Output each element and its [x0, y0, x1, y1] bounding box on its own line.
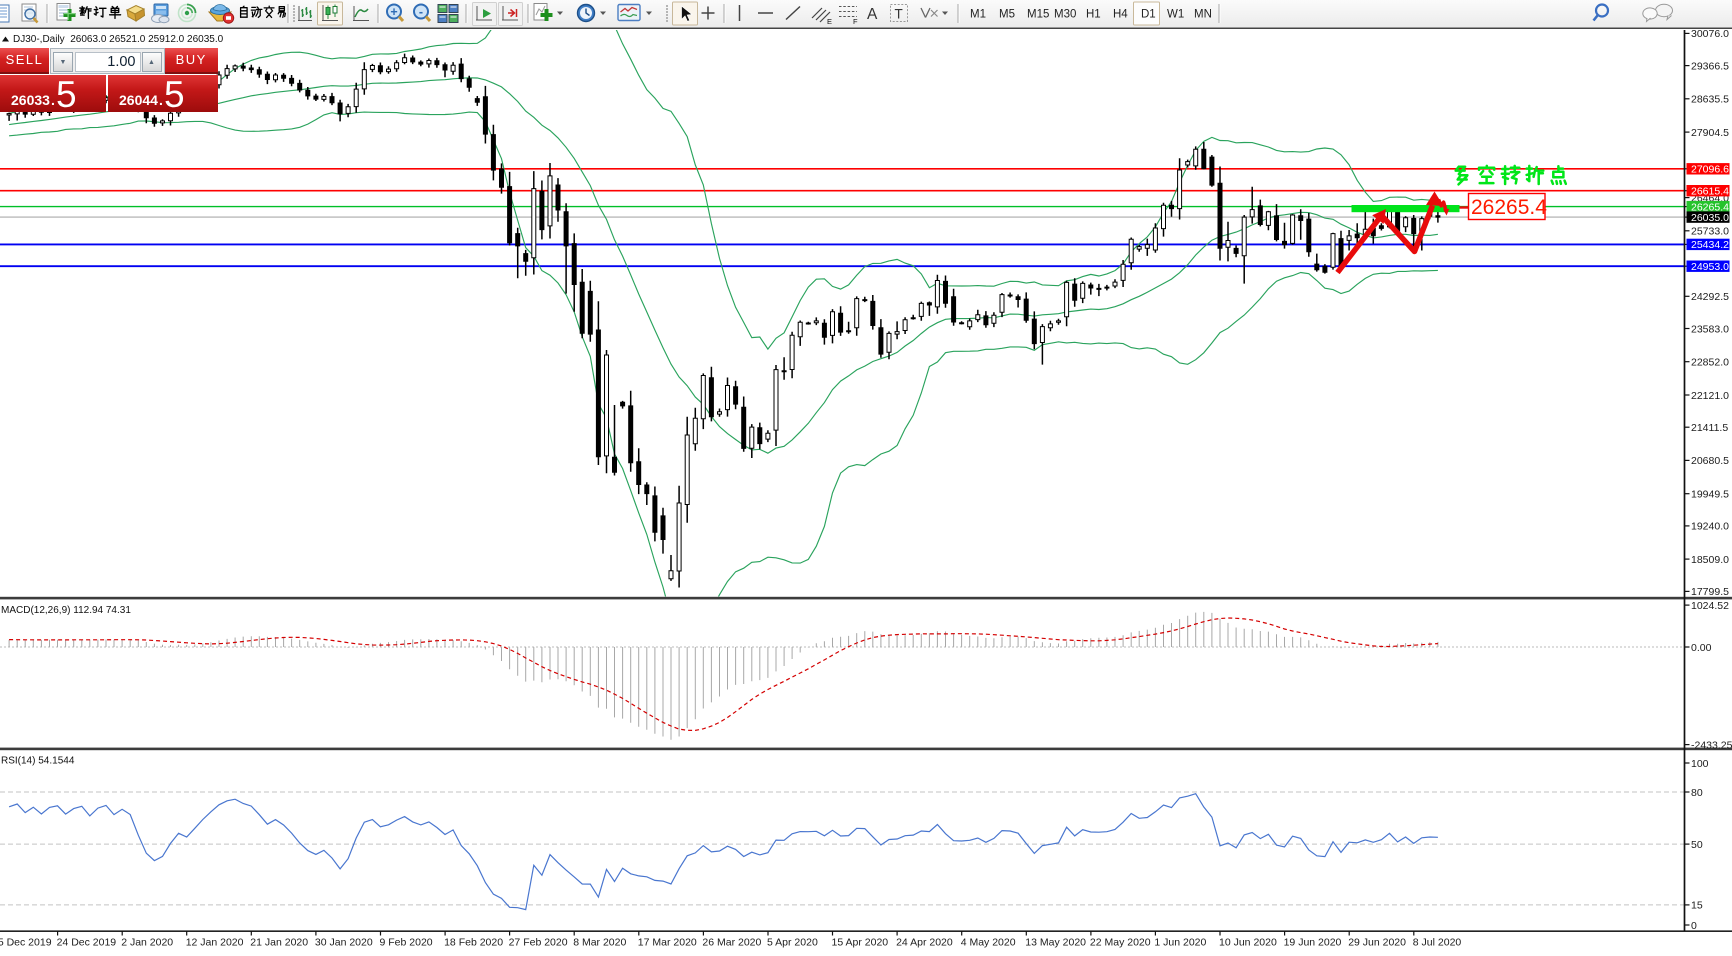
svg-text:2 Jan 2020: 2 Jan 2020	[121, 937, 173, 949]
svg-text:50: 50	[1691, 839, 1703, 851]
svg-text:-: -	[419, 5, 423, 19]
svg-text:21 Jan 2020: 21 Jan 2020	[250, 937, 308, 949]
svg-text:23583.0: 23583.0	[1691, 323, 1729, 335]
svg-text:MN: MN	[1194, 9, 1212, 21]
svg-text:27904.5: 27904.5	[1691, 127, 1729, 139]
svg-text:26035.0: 26035.0	[1691, 212, 1729, 224]
svg-text:9 Feb 2020: 9 Feb 2020	[380, 937, 433, 949]
svg-text:+: +	[390, 5, 397, 19]
svg-text:RSI(14) 54.1544: RSI(14) 54.1544	[1, 756, 75, 767]
svg-text:-2433.25: -2433.25	[1691, 739, 1732, 751]
svg-text:17799.5: 17799.5	[1691, 586, 1729, 598]
svg-text:M5: M5	[999, 9, 1015, 21]
svg-text:20680.5: 20680.5	[1691, 455, 1729, 467]
svg-text:19240.0: 19240.0	[1691, 521, 1729, 533]
svg-text:A: A	[867, 6, 878, 23]
svg-text:24 Dec 2019: 24 Dec 2019	[57, 937, 117, 949]
svg-text:29 Jun 2020: 29 Jun 2020	[1348, 937, 1406, 949]
svg-text:8 Mar 2020: 8 Mar 2020	[573, 937, 626, 949]
svg-text:15: 15	[1691, 900, 1703, 912]
svg-text:MACD(12,26,9) 112.94 74.31: MACD(12,26,9) 112.94 74.31	[1, 605, 131, 616]
svg-text:22121.0: 22121.0	[1691, 390, 1729, 402]
svg-text:22 May 2020: 22 May 2020	[1090, 937, 1151, 949]
svg-text:H1: H1	[1086, 9, 1101, 21]
svg-text:21411.5: 21411.5	[1691, 422, 1728, 434]
svg-text:25733.0: 25733.0	[1691, 226, 1729, 238]
svg-text:26615.4: 26615.4	[1691, 186, 1729, 198]
svg-text:27096.6: 27096.6	[1691, 164, 1729, 176]
svg-text:1 Jun 2020: 1 Jun 2020	[1154, 937, 1206, 949]
svg-text:8 Jul 2020: 8 Jul 2020	[1413, 937, 1462, 949]
svg-text:4 May 2020: 4 May 2020	[961, 937, 1016, 949]
svg-text:15 Apr 2020: 15 Apr 2020	[832, 937, 889, 949]
svg-text:0.00: 0.00	[1691, 642, 1712, 654]
svg-text:5 Apr 2020: 5 Apr 2020	[767, 937, 818, 949]
svg-text:M15: M15	[1027, 9, 1049, 21]
svg-text:27 Feb 2020: 27 Feb 2020	[509, 937, 568, 949]
svg-text:1024.52: 1024.52	[1691, 600, 1729, 612]
svg-text:F: F	[853, 17, 858, 26]
svg-text:T: T	[895, 7, 903, 22]
svg-text:26265.4: 26265.4	[1471, 196, 1547, 219]
svg-text:24 Apr 2020: 24 Apr 2020	[896, 937, 953, 949]
svg-text:19949.5: 19949.5	[1691, 489, 1729, 501]
svg-text:24953.0: 24953.0	[1691, 261, 1729, 273]
svg-text:25434.2: 25434.2	[1691, 239, 1729, 251]
svg-text:19 Jun 2020: 19 Jun 2020	[1284, 937, 1342, 949]
svg-text:22852.0: 22852.0	[1691, 357, 1729, 369]
svg-text:28635.5: 28635.5	[1691, 94, 1729, 106]
svg-text:15 Dec 2019: 15 Dec 2019	[0, 937, 52, 949]
svg-text:DJ30-,Daily 26063.0 26521.0 2: DJ30-,Daily 26063.0 26521.0 25912.0 2603…	[13, 34, 224, 45]
svg-text:26 Mar 2020: 26 Mar 2020	[702, 937, 761, 949]
svg-text:M30: M30	[1054, 9, 1076, 21]
svg-text:29366.5: 29366.5	[1691, 60, 1729, 72]
svg-text:26265.4: 26265.4	[1691, 201, 1729, 213]
svg-text:30 Jan 2020: 30 Jan 2020	[315, 937, 373, 949]
svg-text:18509.0: 18509.0	[1691, 554, 1729, 566]
svg-text:12 Jan 2020: 12 Jan 2020	[186, 937, 244, 949]
svg-text:10 Jun 2020: 10 Jun 2020	[1219, 937, 1277, 949]
svg-text:80: 80	[1691, 787, 1703, 799]
svg-text:0: 0	[1691, 920, 1697, 932]
svg-text:13 May 2020: 13 May 2020	[1025, 937, 1086, 949]
svg-text:24292.5: 24292.5	[1691, 291, 1729, 303]
svg-text:30076.0: 30076.0	[1691, 29, 1729, 40]
svg-text:M1: M1	[970, 9, 986, 21]
svg-text:W1: W1	[1167, 9, 1184, 21]
svg-text:18 Feb 2020: 18 Feb 2020	[444, 937, 503, 949]
svg-text:D1: D1	[1141, 9, 1156, 21]
svg-text:17 Mar 2020: 17 Mar 2020	[638, 937, 697, 949]
svg-text:H4: H4	[1113, 9, 1128, 21]
svg-text:E: E	[827, 17, 832, 26]
svg-text:100: 100	[1691, 758, 1709, 770]
